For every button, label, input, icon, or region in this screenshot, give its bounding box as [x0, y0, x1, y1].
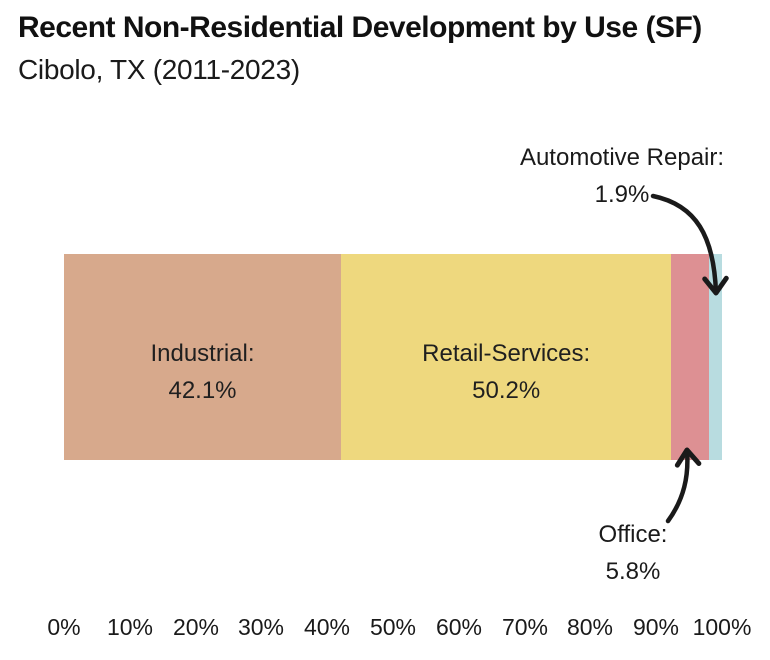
segment-retail-services-label-value: 50.2% [472, 377, 541, 404]
chart-title: Recent Non-Residential Development by Us… [18, 11, 702, 44]
x-axis: 0% 10% 20% 30% 40% 50% 60% 70% 80% 90% 1… [0, 612, 770, 646]
segment-retail-services: Retail-Services: 50.2% [341, 254, 672, 460]
annotation-office-name: Office: [598, 521, 668, 548]
segment-retail-services-label: Retail-Services: 50.2% [422, 335, 590, 409]
stacked-bar: Industrial: 42.1% Retail-Services: 50.2% [64, 254, 722, 460]
annotation-automotive-repair: Automotive Repair: 1.9% [520, 139, 724, 213]
x-axis-tick: 30% [237, 614, 285, 640]
annotation-office: Office: 5.8% [599, 516, 668, 590]
segment-industrial-label-name: Industrial: [150, 340, 255, 367]
x-axis-tick: 20% [172, 614, 220, 640]
annotation-automotive-repair-value: 1.9% [594, 181, 650, 208]
x-axis-tick: 90% [632, 614, 680, 640]
chart-subtitle: Cibolo, TX (2011-2023) [18, 54, 300, 85]
x-axis-tick: 60% [435, 614, 483, 640]
x-axis-tick: 80% [566, 614, 614, 640]
segment-industrial-label: Industrial: 42.1% [150, 335, 254, 409]
x-axis-tick: 100% [692, 614, 752, 640]
x-axis-tick: 10% [106, 614, 154, 640]
x-axis-tick: 0% [47, 614, 81, 640]
segment-industrial: Industrial: 42.1% [64, 254, 342, 460]
segment-automotive-repair [709, 254, 722, 460]
annotation-office-value: 5.8% [605, 558, 661, 585]
segment-office [671, 254, 710, 460]
office-arrow [665, 447, 702, 524]
x-axis-tick: 50% [369, 614, 417, 640]
x-axis-tick: 70% [501, 614, 549, 640]
segment-retail-services-label-name: Retail-Services: [422, 340, 591, 367]
x-axis-tick: 40% [303, 614, 351, 640]
segment-industrial-label-value: 42.1% [168, 377, 237, 404]
annotation-automotive-repair-name: Automotive Repair: [519, 144, 725, 171]
